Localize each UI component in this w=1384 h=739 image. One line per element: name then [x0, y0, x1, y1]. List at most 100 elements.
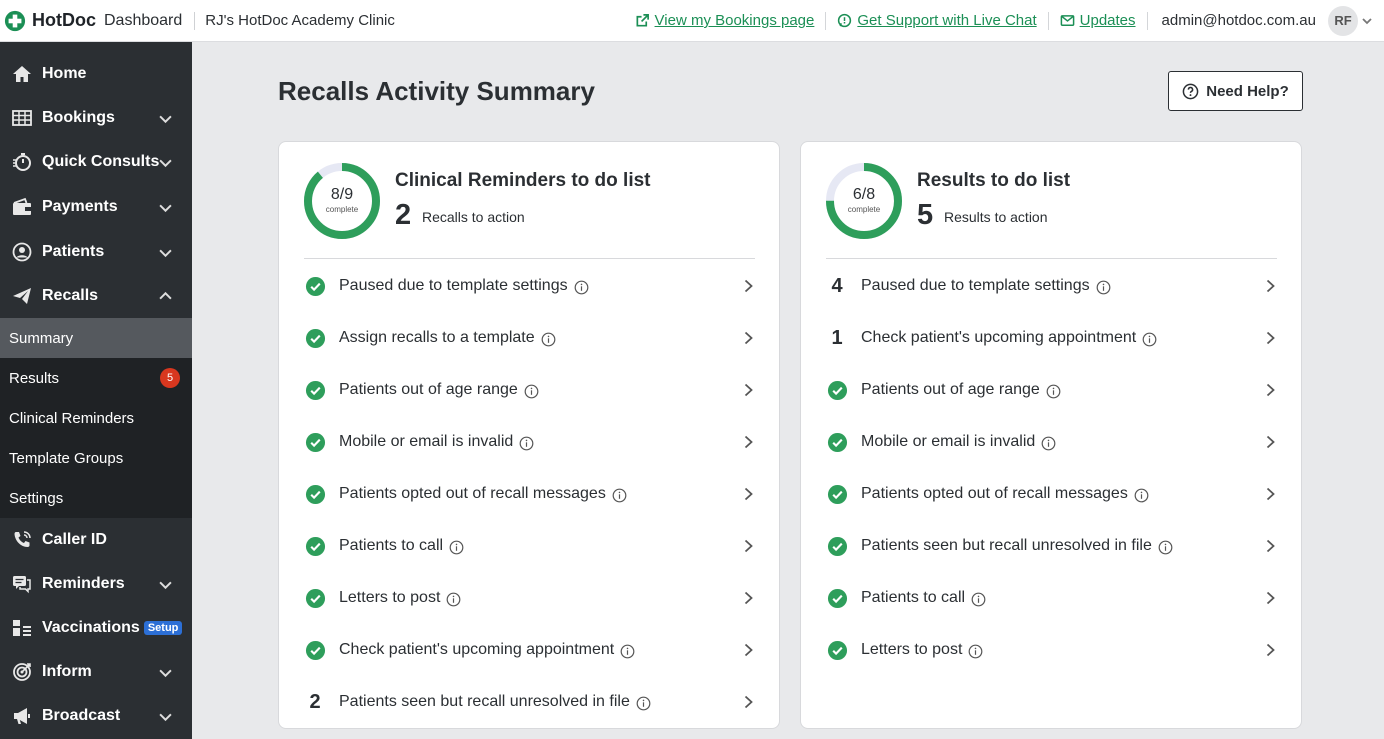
todo-row-mobile-or-email-is-invalid[interactable]: Mobile or email is invalid	[304, 422, 755, 462]
sidebar-subitem-settings[interactable]: Settings	[0, 478, 192, 518]
sidebar-subitem-clinical-reminders[interactable]: Clinical Reminders	[0, 398, 192, 438]
sidebar-item-label: Caller ID	[42, 531, 107, 548]
chevron-right-icon[interactable]	[742, 643, 755, 657]
todo-row-mobile-or-email-is-invalid[interactable]: Mobile or email is invalid	[826, 422, 1277, 462]
chevron-down-icon	[159, 204, 172, 213]
todo-row-assign-recalls-to-a-template[interactable]: Assign recalls to a template	[304, 318, 755, 358]
phone-icon	[11, 529, 33, 551]
todo-row-check-patient-s-upcoming-appointment[interactable]: 1 Check patient's upcoming appointment	[826, 318, 1277, 358]
sidebar: Home Bookings Quick Consults Payments Pa…	[0, 42, 192, 739]
todo-row-letters-to-post[interactable]: Letters to post	[826, 630, 1277, 670]
divider	[825, 11, 827, 30]
info-icon[interactable]	[968, 644, 983, 659]
info-icon[interactable]	[1046, 384, 1061, 399]
sidebar-item-patients[interactable]: Patients	[0, 230, 192, 274]
todo-row-patients-opted-out-of-recall-messages[interactable]: Patients opted out of recall messages	[826, 474, 1277, 514]
sidebar-item-payments[interactable]: Payments	[0, 185, 192, 229]
need-help-button[interactable]: Need Help?	[1168, 71, 1303, 111]
todo-row-patients-to-call[interactable]: Patients to call	[304, 526, 755, 566]
chevron-right-icon[interactable]	[742, 279, 755, 293]
info-icon[interactable]	[1142, 332, 1157, 347]
card-title: Clinical Reminders to do list	[395, 170, 651, 191]
target-icon	[11, 661, 33, 683]
sidebar-item-reminders[interactable]: Reminders	[0, 562, 192, 606]
chevron-right-icon[interactable]	[1264, 435, 1277, 449]
sidebar-item-home[interactable]: Home	[0, 52, 192, 96]
chevron-down-icon[interactable]	[1362, 16, 1372, 26]
info-icon[interactable]	[971, 592, 986, 607]
chevron-right-icon[interactable]	[742, 435, 755, 449]
todo-row-paused-due-to-template-settings[interactable]: Paused due to template settings	[304, 266, 755, 306]
todo-row-letters-to-post[interactable]: Letters to post	[304, 578, 755, 618]
todo-row-patients-seen-but-recall-unresolved-in-file[interactable]: Patients seen but recall unresolved in f…	[826, 526, 1277, 566]
chevron-right-icon[interactable]	[742, 331, 755, 345]
action-count-label: Results to action	[944, 209, 1048, 225]
clinical-reminders-card: 8/9 complete Clinical Reminders to do li…	[278, 141, 780, 729]
todo-label: Patients seen but recall unresolved in f…	[339, 693, 630, 710]
todo-label: Check patient's upcoming appointment	[861, 329, 1137, 346]
info-icon[interactable]	[449, 540, 464, 555]
todo-row-paused-due-to-template-settings[interactable]: 4 Paused due to template settings	[826, 266, 1277, 306]
sidebar-item-recalls[interactable]: Recalls	[0, 274, 192, 318]
pending-count: 4	[826, 275, 848, 297]
check-circle-icon	[304, 639, 326, 661]
info-icon[interactable]	[612, 488, 627, 503]
brand[interactable]: HotDoc Dashboard	[0, 0, 182, 41]
info-icon[interactable]	[541, 332, 556, 347]
card-title: Results to do list	[917, 170, 1071, 191]
chevron-down-icon	[159, 159, 172, 168]
sidebar-item-quick-consults[interactable]: Quick Consults	[0, 140, 192, 184]
info-icon[interactable]	[1158, 540, 1173, 555]
sidebar-subitem-results[interactable]: Results 5	[0, 358, 192, 398]
chevron-right-icon[interactable]	[1264, 591, 1277, 605]
chevron-right-icon[interactable]	[1264, 331, 1277, 345]
todo-label: Patients to call	[339, 537, 444, 554]
todo-row-patients-out-of-age-range[interactable]: Patients out of age range	[826, 370, 1277, 410]
info-icon[interactable]	[446, 592, 461, 607]
info-icon[interactable]	[1096, 280, 1111, 295]
chevron-right-icon[interactable]	[1264, 643, 1277, 657]
updates-link[interactable]: Updates	[1060, 12, 1136, 29]
chevron-right-icon[interactable]	[1264, 383, 1277, 397]
live-chat-link[interactable]: Get Support with Live Chat	[837, 12, 1037, 29]
chevron-right-icon[interactable]	[742, 695, 755, 709]
chevron-right-icon[interactable]	[1264, 539, 1277, 553]
sidebar-item-vaccinations[interactable]: Vaccinations Setup	[0, 606, 192, 650]
chevron-right-icon[interactable]	[742, 487, 755, 501]
sidebar-subitem-summary[interactable]: Summary	[0, 318, 192, 358]
divider	[1047, 11, 1049, 30]
todo-label: Paused due to template settings	[861, 277, 1090, 294]
info-icon[interactable]	[1041, 436, 1056, 451]
todo-row-patients-to-call[interactable]: Patients to call	[826, 578, 1277, 618]
info-icon[interactable]	[1134, 488, 1149, 503]
chevron-right-icon[interactable]	[1264, 279, 1277, 293]
home-icon	[11, 63, 33, 85]
todo-row-check-patient-s-upcoming-appointment[interactable]: Check patient's upcoming appointment	[304, 630, 755, 670]
sidebar-item-bookings[interactable]: Bookings	[0, 96, 192, 140]
todo-row-patients-opted-out-of-recall-messages[interactable]: Patients opted out of recall messages	[304, 474, 755, 514]
info-icon[interactable]	[524, 384, 539, 399]
need-help-label: Need Help?	[1206, 82, 1289, 100]
info-icon[interactable]	[636, 696, 651, 711]
chevron-right-icon[interactable]	[742, 383, 755, 397]
avatar[interactable]: RF	[1328, 5, 1358, 36]
check-circle-icon	[304, 327, 326, 349]
info-icon[interactable]	[519, 436, 534, 451]
todo-row-patients-out-of-age-range[interactable]: Patients out of age range	[304, 370, 755, 410]
chevron-right-icon[interactable]	[1264, 487, 1277, 501]
info-icon[interactable]	[620, 644, 635, 659]
sidebar-item-inform[interactable]: Inform	[0, 650, 192, 694]
check-circle-icon	[304, 379, 326, 401]
todo-row-patients-seen-but-recall-unresolved-in-file[interactable]: 2 Patients seen but recall unresolved in …	[304, 682, 755, 722]
todo-label: Paused due to template settings	[339, 277, 568, 294]
sidebar-subitem-template-groups[interactable]: Template Groups	[0, 438, 192, 478]
pending-count-value: 4	[831, 274, 843, 297]
sidebar-item-broadcast[interactable]: Broadcast	[0, 694, 192, 738]
chevron-right-icon[interactable]	[742, 539, 755, 553]
chevron-down-icon	[159, 249, 172, 258]
info-icon[interactable]	[574, 280, 589, 295]
chevron-right-icon[interactable]	[742, 591, 755, 605]
view-bookings-link[interactable]: View my Bookings page	[635, 12, 814, 29]
sidebar-item-caller-id[interactable]: Caller ID	[0, 518, 192, 562]
check-circle-icon	[826, 587, 848, 609]
